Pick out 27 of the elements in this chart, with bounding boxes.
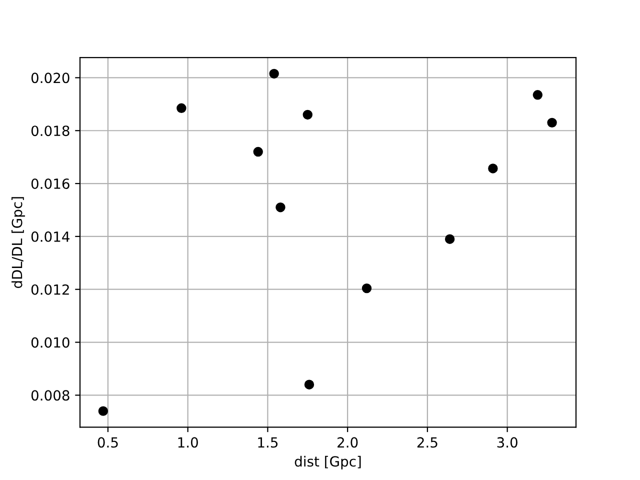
- x-tick-label: 2.5: [417, 437, 438, 448]
- y-tick-label: 0.016: [31, 178, 70, 190]
- point: [269, 68, 279, 79]
- point: [362, 283, 372, 294]
- point: [304, 380, 314, 390]
- x-tick-label: 1.5: [258, 437, 278, 448]
- y-tick-label: 0.012: [31, 284, 69, 295]
- x-tick-label: 0.5: [98, 437, 118, 448]
- point: [253, 146, 263, 157]
- x-tick-label: 3.0: [497, 437, 518, 448]
- y-tick-label: 0.018: [31, 126, 70, 136]
- y-tick-label: 0.008: [31, 390, 70, 401]
- point: [98, 406, 108, 416]
- x-tick-label: 1.0: [178, 437, 198, 448]
- point: [176, 103, 186, 113]
- point: [302, 110, 312, 120]
- point: [444, 234, 455, 244]
- y-tick-label: 0.014: [31, 231, 70, 242]
- point: [547, 118, 557, 128]
- point: [276, 202, 286, 212]
- x-tick-label: 2.0: [338, 437, 358, 448]
- point: [532, 90, 543, 100]
- y-tick-label: 0.010: [31, 337, 70, 348]
- point: [488, 164, 498, 174]
- x-axis-title: dist [Gpc]: [294, 456, 361, 470]
- y-axis-title: dDL/DL [Gpc]: [12, 197, 25, 288]
- y-tick-label: 0.020: [31, 72, 70, 84]
